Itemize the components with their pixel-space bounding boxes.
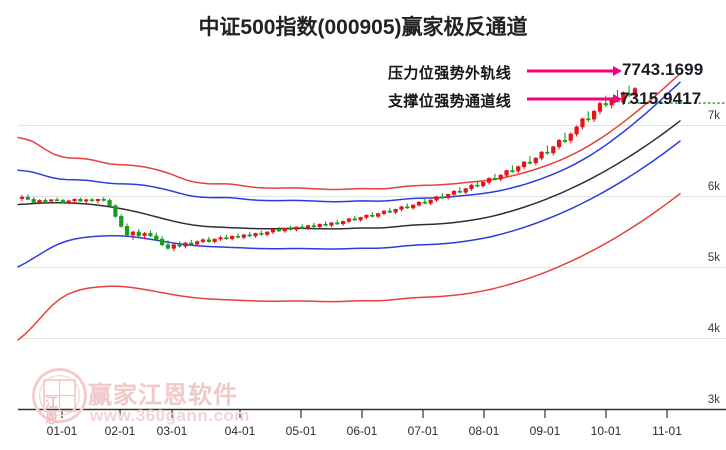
ytick-label: 4k — [707, 323, 720, 335]
xtick-label: 06-01 — [346, 424, 378, 438]
channel-bands — [17, 72, 681, 341]
xtick-label: 08-01 — [468, 424, 500, 438]
xtick-label: 09-01 — [529, 424, 561, 438]
x-axis-ticks — [61, 410, 668, 418]
resistance-annotation-label: 压力位强势外轨线 — [388, 65, 512, 82]
xtick-label: 05-01 — [285, 424, 317, 438]
watermark-url: www.360gann.com — [90, 406, 250, 425]
xtick-label: 02-01 — [104, 424, 136, 438]
watermark-seal-icon — [32, 368, 87, 423]
annotation-arrows — [527, 66, 622, 104]
candlestick-series — [19, 85, 638, 252]
xtick-label: 10-01 — [590, 424, 622, 438]
gridlines — [18, 125, 726, 339]
ytick-label: 3k — [707, 394, 720, 406]
xtick-label: 11-01 — [652, 424, 682, 438]
watermark-text: 赢家江恩软件 — [88, 382, 238, 409]
watermark-seal-char-bottom: 恩 — [45, 411, 59, 426]
support-annotation-label: 支撑位强势通道线 — [388, 93, 512, 110]
xtick-label: 07-01 — [407, 424, 439, 438]
ytick-label: 5k — [707, 252, 720, 264]
support-annotation-value: 7315.9417 — [620, 89, 702, 108]
chart-title: 中证500指数(000905)赢家极反通道 — [198, 16, 528, 39]
xtick-label: 04-01 — [224, 424, 256, 438]
xtick-label: 01-01 — [46, 424, 78, 438]
ytick-label: 6k — [707, 181, 720, 193]
watermark-seal-char-top: 江 — [45, 395, 59, 410]
ytick-label: 7k — [707, 110, 720, 122]
xtick-label: 03-01 — [156, 424, 188, 438]
resistance-annotation-value: 7743.1699 — [622, 60, 704, 79]
